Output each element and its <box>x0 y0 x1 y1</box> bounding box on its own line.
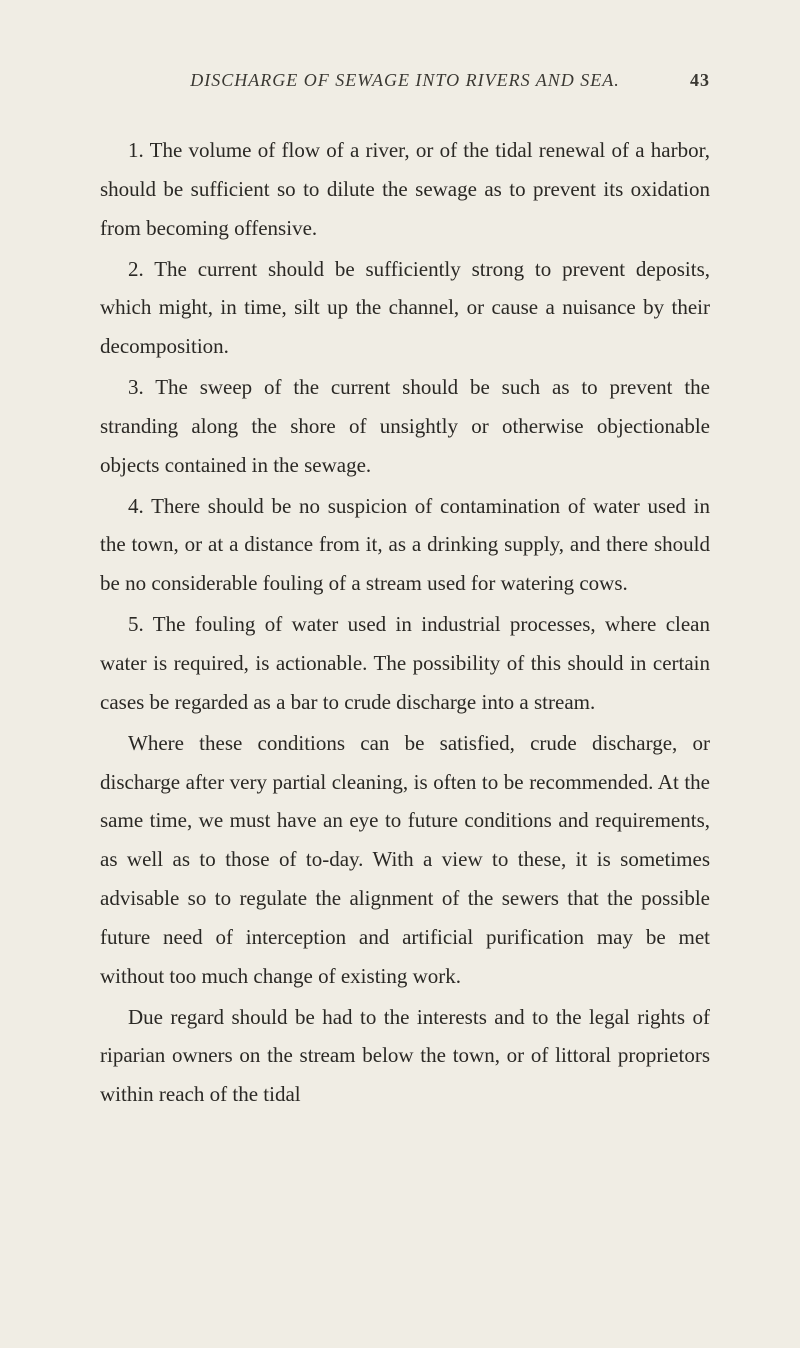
header-title: DISCHARGE OF SEWAGE INTO RIVERS AND SEA. <box>190 70 620 90</box>
paragraph-3: 3. The sweep of the current should be su… <box>100 368 710 485</box>
page-header: DISCHARGE OF SEWAGE INTO RIVERS AND SEA.… <box>100 70 710 91</box>
page-number: 43 <box>690 70 710 91</box>
paragraph-2: 2. The current should be sufficiently st… <box>100 250 710 367</box>
body-text: 1. The volume of flow of a river, or of … <box>100 131 710 1114</box>
paragraph-7: Due regard should be had to the interest… <box>100 998 710 1115</box>
paragraph-5: 5. The fouling of water used in industri… <box>100 605 710 722</box>
paragraph-6: Where these conditions can be satisfied,… <box>100 724 710 996</box>
paragraph-4: 4. There should be no suspicion of conta… <box>100 487 710 604</box>
paragraph-1: 1. The volume of flow of a river, or of … <box>100 131 710 248</box>
